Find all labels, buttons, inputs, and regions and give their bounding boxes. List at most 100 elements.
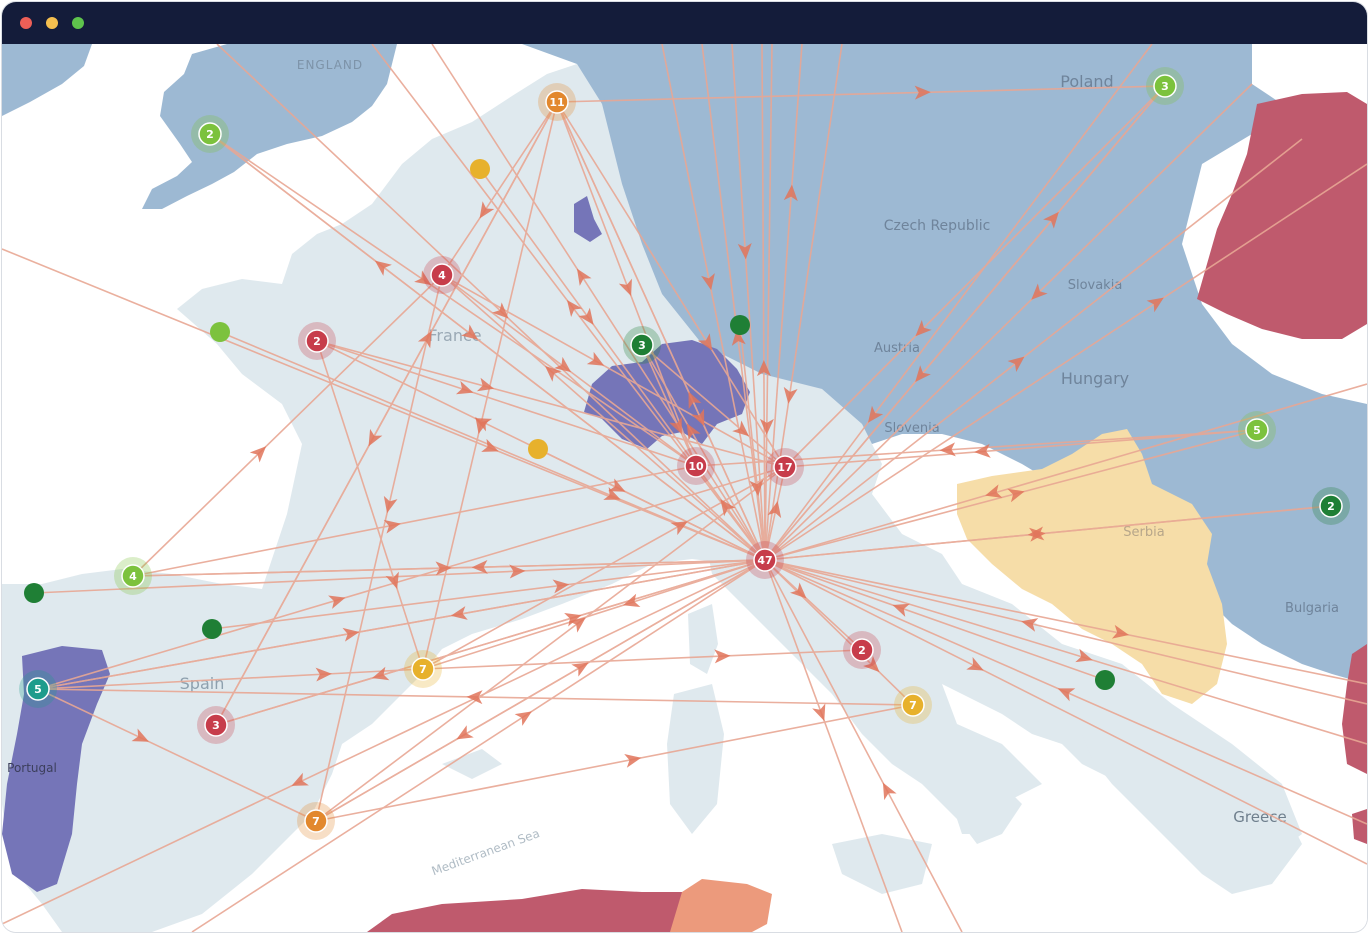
- flow-arrowhead: [552, 579, 570, 594]
- flow-line: [764, 505, 1332, 561]
- cluster-markers[interactable]: 11 3 2 4 2 3 10 17 47 5 2 4 5 7 2 7 3 7: [19, 67, 1350, 840]
- cluster-marker[interactable]: 11: [538, 83, 576, 121]
- cluster-marker[interactable]: 5: [1238, 411, 1276, 449]
- flow-line: [132, 465, 697, 577]
- flow-line: [764, 559, 1367, 865]
- flow-arrowhead: [1031, 283, 1048, 300]
- flow-line: [33, 559, 766, 594]
- cluster-marker[interactable]: 2: [1312, 487, 1350, 525]
- location-dot[interactable]: [210, 322, 230, 342]
- sardinia-land: [667, 684, 724, 834]
- flow-arrowhead: [863, 655, 880, 673]
- location-dot[interactable]: [470, 159, 490, 179]
- cluster-marker[interactable]: 7: [404, 650, 442, 688]
- cluster-marker-dot: [1245, 418, 1269, 442]
- cluster-marker-count: 2: [858, 644, 866, 657]
- cluster-marker[interactable]: 2: [191, 115, 229, 153]
- flow-lines: [2, 44, 1367, 932]
- flow-line: [764, 44, 1153, 561]
- flow-arrowhead: [1043, 211, 1059, 229]
- label-serbia: Serbia: [1123, 525, 1164, 540]
- flow-line: [701, 44, 766, 561]
- flow-arrowhead: [492, 302, 509, 319]
- flow-arrowhead: [471, 560, 488, 575]
- algeria-red-region: [367, 889, 682, 932]
- location-dot[interactable]: [202, 619, 222, 639]
- label-austria: Austria: [874, 341, 920, 356]
- flow-arrowhead: [915, 365, 931, 383]
- label-spain: Spain: [180, 674, 225, 693]
- location-dot[interactable]: [1095, 670, 1115, 690]
- label-slovenia: Slovenia: [884, 421, 939, 436]
- flow-line: [2, 559, 766, 925]
- location-dot[interactable]: [730, 315, 750, 335]
- flow-arrowhead: [1027, 526, 1045, 541]
- flow-line: [764, 429, 1258, 561]
- close-window-button[interactable]: [20, 17, 32, 29]
- flow-arrowhead: [372, 666, 390, 681]
- flow-line: [784, 85, 1166, 468]
- cluster-marker-dot: [204, 713, 228, 737]
- location-dot[interactable]: [528, 439, 548, 459]
- flow-line: [37, 668, 424, 690]
- flow-line: [784, 429, 1258, 468]
- flow-line: [641, 344, 766, 561]
- tunisia-orange-region: [670, 879, 772, 932]
- cluster-marker[interactable]: 5: [19, 670, 57, 708]
- flow-arrowhead: [759, 418, 774, 435]
- label-czech-republic: Czech Republic: [884, 218, 991, 234]
- flow-line: [315, 704, 914, 822]
- cluster-marker-count: 3: [212, 719, 220, 732]
- label-poland: Poland: [1060, 72, 1113, 91]
- flow-arrowhead: [756, 360, 771, 377]
- cluster-marker-dot: [430, 263, 454, 287]
- flow-line: [315, 274, 443, 822]
- location-dot[interactable]: [24, 583, 44, 603]
- cluster-marker[interactable]: 17: [766, 448, 804, 486]
- cluster-marker[interactable]: 3: [1146, 67, 1184, 105]
- cluster-marker-count: 3: [638, 339, 646, 352]
- flow-line: [764, 138, 1303, 561]
- flow-line: [556, 101, 697, 467]
- flow-line: [209, 133, 697, 467]
- flow-arrowhead: [291, 772, 309, 786]
- flow-line: [764, 163, 1367, 561]
- flow-arrowhead: [131, 728, 149, 742]
- flow-arrowhead: [603, 487, 621, 500]
- flow-arrowhead: [939, 442, 956, 457]
- cluster-marker[interactable]: 47: [746, 541, 784, 579]
- flow-line: [764, 85, 1166, 561]
- cluster-marker-count: 2: [313, 335, 321, 348]
- flow-arrowhead: [383, 519, 401, 534]
- flow-arrowhead: [342, 627, 360, 642]
- flow-arrowhead: [479, 201, 495, 219]
- cluster-marker[interactable]: 3: [197, 706, 235, 744]
- flow-line: [37, 466, 786, 690]
- flow-arrowhead: [571, 662, 589, 677]
- flow-arrowhead: [732, 420, 749, 437]
- flow-arrowhead: [1021, 618, 1039, 632]
- minimize-window-button[interactable]: [46, 17, 58, 29]
- flow-line: [315, 559, 766, 822]
- flow-line: [661, 44, 766, 561]
- flow-line: [422, 649, 863, 670]
- europe-flow-map[interactable]: ENGLAND Poland Czech Republic Slovakia F…: [2, 44, 1367, 932]
- label-france: France: [428, 326, 481, 345]
- cluster-marker[interactable]: 10: [677, 447, 715, 485]
- cluster-marker[interactable]: 4: [423, 256, 461, 294]
- maximize-window-button[interactable]: [72, 17, 84, 29]
- cluster-marker[interactable]: 2: [298, 322, 336, 360]
- cluster-marker[interactable]: 4: [114, 557, 152, 595]
- flow-arrowhead: [456, 725, 474, 740]
- flow-arrowhead: [624, 753, 642, 768]
- cluster-marker[interactable]: 7: [894, 686, 932, 724]
- flow-arrowhead: [623, 593, 641, 608]
- cluster-marker[interactable]: 7: [297, 802, 335, 840]
- flow-line: [316, 340, 697, 467]
- flow-line: [641, 344, 697, 467]
- cluster-marker[interactable]: 3: [623, 326, 661, 364]
- cluster-marker[interactable]: 2: [843, 631, 881, 669]
- flow-arrowhead: [915, 319, 932, 337]
- flow-arrowhead: [618, 278, 632, 297]
